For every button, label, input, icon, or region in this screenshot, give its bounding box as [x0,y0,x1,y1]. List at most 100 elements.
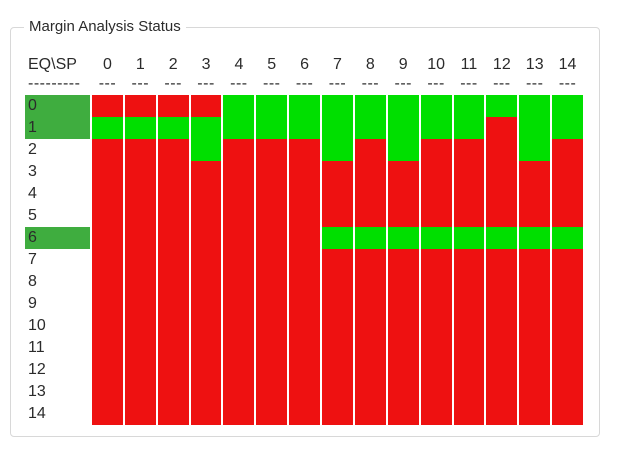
status-cell [190,381,222,403]
status-cell [124,249,156,271]
status-cell [92,183,123,205]
status-cell [256,117,288,139]
status-cell [223,117,255,139]
corner-header: EQ\SP [28,56,77,73]
status-cell [453,403,485,425]
status-cell [519,271,551,293]
col-underline-10: --- [427,75,445,92]
col-underline-12: --- [493,75,511,92]
status-cell [256,249,288,271]
status-cell [256,271,288,293]
status-cell [190,315,222,337]
status-cell [519,293,551,315]
status-grid: 0 1 2 3 4 5 6 7 8 9 10 11 12 13 14 [25,95,583,425]
col-header-11: 11 [460,56,478,73]
status-cell [92,403,123,425]
status-cell [354,183,386,205]
col-header-0: 0 [102,56,112,73]
status-cell [486,117,518,139]
status-cell [190,95,222,117]
status-cell [289,227,321,249]
status-cell [157,205,189,227]
status-cell [387,249,419,271]
status-cell [387,337,419,359]
status-cell [519,315,551,337]
status-cell [486,161,518,183]
status-cell [289,249,321,271]
status-cell [289,403,321,425]
status-cell [256,403,288,425]
status-cell [354,403,386,425]
status-cell [289,205,321,227]
status-cell [387,161,419,183]
col-header-1: 1 [135,56,145,73]
status-cell [453,95,485,117]
status-cell [519,337,551,359]
status-cell [519,139,551,161]
status-cell [190,139,222,161]
status-cell [322,227,353,249]
status-cell [354,249,386,271]
status-cell [552,139,583,161]
status-cell [223,183,255,205]
status-cell [322,403,353,425]
status-cell [256,337,288,359]
status-cell [354,205,386,227]
status-cell [322,95,353,117]
status-cell [322,337,353,359]
status-cell [289,315,321,337]
status-cell [256,161,288,183]
col-header-4: 4 [234,56,244,73]
status-cell [92,205,123,227]
status-cell [223,359,255,381]
status-cell [387,403,419,425]
col-underline-2: --- [164,75,182,92]
status-cell [519,403,551,425]
row-label-4: 4 [28,185,37,202]
status-cell [519,227,551,249]
status-cell [519,249,551,271]
status-cell [453,293,485,315]
status-cell [190,293,222,315]
status-cell [486,403,518,425]
status-cell [354,227,386,249]
status-cell [92,381,123,403]
status-cell [223,249,255,271]
status-cell [190,205,222,227]
status-cell [289,337,321,359]
status-cell [256,315,288,337]
status-cell [552,337,583,359]
status-cell [453,315,485,337]
status-cell [354,293,386,315]
status-cell [387,139,419,161]
status-cell [486,183,518,205]
status-cell [289,139,321,161]
status-cell [124,117,156,139]
status-cell [552,95,583,117]
status-cell [486,359,518,381]
status-cell [92,161,123,183]
status-cell [223,315,255,337]
status-cell [453,359,485,381]
col-header-9: 9 [398,56,408,73]
status-cell [387,227,419,249]
row-label-5: 5 [28,207,37,224]
status-cell [322,271,353,293]
status-cell [519,95,551,117]
status-cell [256,227,288,249]
status-cell [256,139,288,161]
status-cell [256,359,288,381]
status-cell [157,161,189,183]
status-cell [453,161,485,183]
col-underline-8: --- [361,75,380,92]
status-cell [453,381,485,403]
status-cell [486,139,518,161]
row-label-11: 11 [28,339,45,356]
status-cell [453,271,485,293]
status-cell [92,315,123,337]
status-cell [420,315,452,337]
status-cell [387,95,419,117]
col-underline-6: --- [295,75,314,92]
status-cell [92,337,123,359]
status-cell [420,403,452,425]
